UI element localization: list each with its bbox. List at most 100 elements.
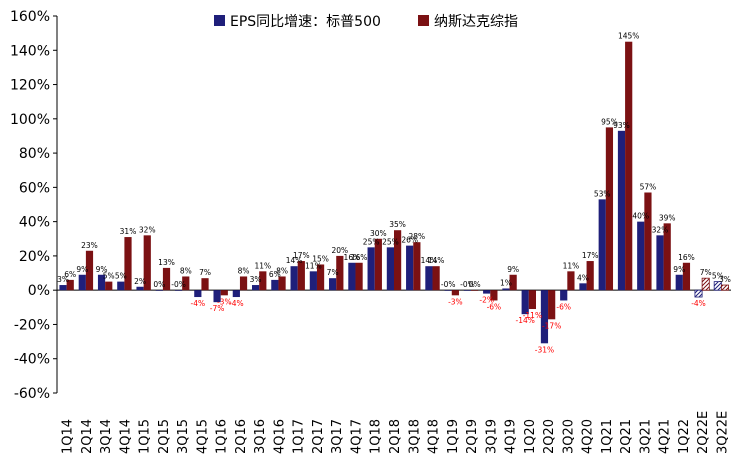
axes: -60% -40% -20% 0% 20% 40% 60% 80% 100% 120% 140% 16… bbox=[10, 9, 731, 454]
data-label-sp500: -6% bbox=[556, 302, 571, 311]
x-tick-label: 4Q20 bbox=[581, 419, 596, 454]
data-label-sp500: 9% bbox=[673, 265, 685, 274]
x-tick-label: 2Q18 bbox=[388, 419, 403, 454]
bar-sp500 bbox=[694, 289, 703, 298]
bar-nasdaq bbox=[201, 278, 209, 291]
x-tick-label: 4Q14 bbox=[118, 419, 133, 454]
data-label-sp500: -14% bbox=[516, 316, 535, 325]
data-label-nasdaq: 28% bbox=[409, 232, 426, 241]
bar-sp500 bbox=[444, 290, 452, 291]
bar-nasdaq bbox=[605, 127, 614, 291]
data-label-nasdaq: 8% bbox=[276, 266, 288, 275]
data-label-sp500: 6% bbox=[269, 270, 281, 279]
x-tick-label: 1Q16 bbox=[215, 419, 230, 454]
bar-sp500 bbox=[213, 290, 221, 303]
bar-sp500 bbox=[406, 245, 414, 291]
bar-sp500 bbox=[59, 285, 67, 291]
data-label-nasdaq: 5% bbox=[103, 272, 115, 281]
bar-nasdaq bbox=[625, 41, 633, 291]
data-label-nasdaq: -11% bbox=[523, 311, 542, 320]
bar-nasdaq bbox=[316, 264, 325, 291]
bar-nasdaq bbox=[297, 261, 305, 291]
data-label-nasdaq: 31% bbox=[120, 227, 137, 236]
data-label-sp500: 5% bbox=[115, 272, 127, 281]
legend-label-sp500: EPS同比增速：标普500 bbox=[230, 14, 381, 30]
x-tick-label: 2Q19 bbox=[465, 419, 480, 454]
x-tick-label: 3Q15 bbox=[176, 419, 191, 454]
data-label-nasdaq: 16% bbox=[351, 253, 368, 262]
bar-sp500 bbox=[290, 266, 298, 291]
data-label-sp500: 0% bbox=[153, 280, 165, 289]
bar-nasdaq bbox=[374, 238, 382, 291]
bar-sp500 bbox=[271, 279, 279, 291]
legend: EPS同比增速：标普500 纳斯达克综指 bbox=[214, 14, 518, 30]
data-label-nasdaq: -6% bbox=[487, 302, 502, 311]
bar-nasdaq bbox=[413, 242, 421, 291]
x-tick-label: 1Q22 bbox=[677, 419, 692, 454]
bar-nasdaq bbox=[239, 276, 248, 291]
data-label-nasdaq: 13% bbox=[158, 258, 175, 267]
bar-sp500 bbox=[155, 290, 163, 291]
bar-nasdaq bbox=[682, 262, 691, 291]
x-tick-label: 3Q20 bbox=[561, 419, 576, 454]
bar-nasdaq bbox=[394, 230, 402, 291]
x-tick-label: 1Q19 bbox=[446, 419, 461, 454]
data-label-nasdaq: 30% bbox=[370, 229, 387, 238]
bar-nasdaq bbox=[471, 290, 479, 291]
data-label-nasdaq: 16% bbox=[678, 253, 695, 262]
data-label-nasdaq: 6% bbox=[64, 270, 76, 279]
data-label-sp500: -31% bbox=[535, 345, 554, 354]
x-tick-label: 3Q17 bbox=[330, 419, 345, 454]
bar-sp500 bbox=[386, 247, 394, 291]
bar-sp500 bbox=[252, 285, 260, 291]
bar-nasdaq bbox=[278, 276, 286, 291]
x-tick-label: 4Q17 bbox=[349, 419, 364, 454]
bar-nasdaq bbox=[548, 290, 556, 320]
x-tick-label: 1Q18 bbox=[369, 419, 384, 454]
bar-sp500 bbox=[367, 247, 375, 291]
x-tick-label: 4Q18 bbox=[427, 419, 442, 454]
bar-sp500 bbox=[97, 274, 106, 291]
x-tick-label: 1Q15 bbox=[138, 419, 153, 454]
data-label-nasdaq: 39% bbox=[659, 213, 676, 222]
bar-nasdaq bbox=[124, 237, 132, 291]
data-label-nasdaq: 8% bbox=[180, 266, 192, 275]
data-label-sp500: 40% bbox=[632, 212, 649, 221]
x-tick-label: 1Q20 bbox=[523, 419, 538, 454]
bar-sp500 bbox=[232, 290, 240, 298]
data-label-sp500: 32% bbox=[652, 225, 669, 234]
bar-nasdaq bbox=[220, 290, 228, 296]
y-tick-label: 40% bbox=[19, 215, 50, 231]
data-label-nasdaq: 15% bbox=[312, 254, 329, 263]
bar-nasdaq bbox=[720, 284, 729, 291]
data-label-nasdaq: 0% bbox=[469, 280, 481, 289]
data-label-nasdaq: 95% bbox=[601, 117, 618, 126]
data-label-sp500: 5% bbox=[712, 272, 724, 281]
x-tick-label: 4Q19 bbox=[504, 419, 519, 454]
legend-swatch-sp500 bbox=[214, 15, 225, 26]
bar-sp500 bbox=[117, 281, 125, 291]
x-tick-label: 3Q18 bbox=[407, 419, 422, 454]
bar-nasdaq bbox=[490, 290, 498, 301]
data-label-sp500: 26% bbox=[401, 236, 418, 245]
data-label-sp500: 14% bbox=[286, 256, 303, 265]
data-label-nasdaq: -17% bbox=[542, 321, 561, 330]
data-label-sp500: 16% bbox=[344, 253, 361, 262]
bar-sp500 bbox=[540, 290, 549, 344]
x-tick-label: 2Q20 bbox=[542, 419, 557, 454]
data-label-nasdaq: 14% bbox=[428, 256, 445, 265]
data-label-sp500: 11% bbox=[305, 261, 322, 270]
data-label-sp500: -0% bbox=[171, 280, 186, 289]
x-tick-label: 2Q16 bbox=[234, 419, 249, 454]
x-tick-label: 4Q16 bbox=[272, 419, 287, 454]
y-tick-label: -40% bbox=[14, 352, 50, 368]
data-label-sp500: 9% bbox=[96, 265, 108, 274]
bar-sp500 bbox=[675, 274, 683, 291]
data-label-sp500: 9% bbox=[76, 265, 88, 274]
data-label-sp500: 93% bbox=[613, 121, 630, 130]
data-label-nasdaq: 17% bbox=[582, 251, 599, 260]
bar-nasdaq bbox=[663, 223, 671, 291]
data-labels: 3%9% 9%5%2% 0% -0%-4%-7%-4%3%6%14%11%7%16%2… bbox=[57, 32, 731, 355]
x-tick-label: 2Q15 bbox=[157, 419, 172, 454]
data-label-sp500: 25% bbox=[382, 237, 399, 246]
